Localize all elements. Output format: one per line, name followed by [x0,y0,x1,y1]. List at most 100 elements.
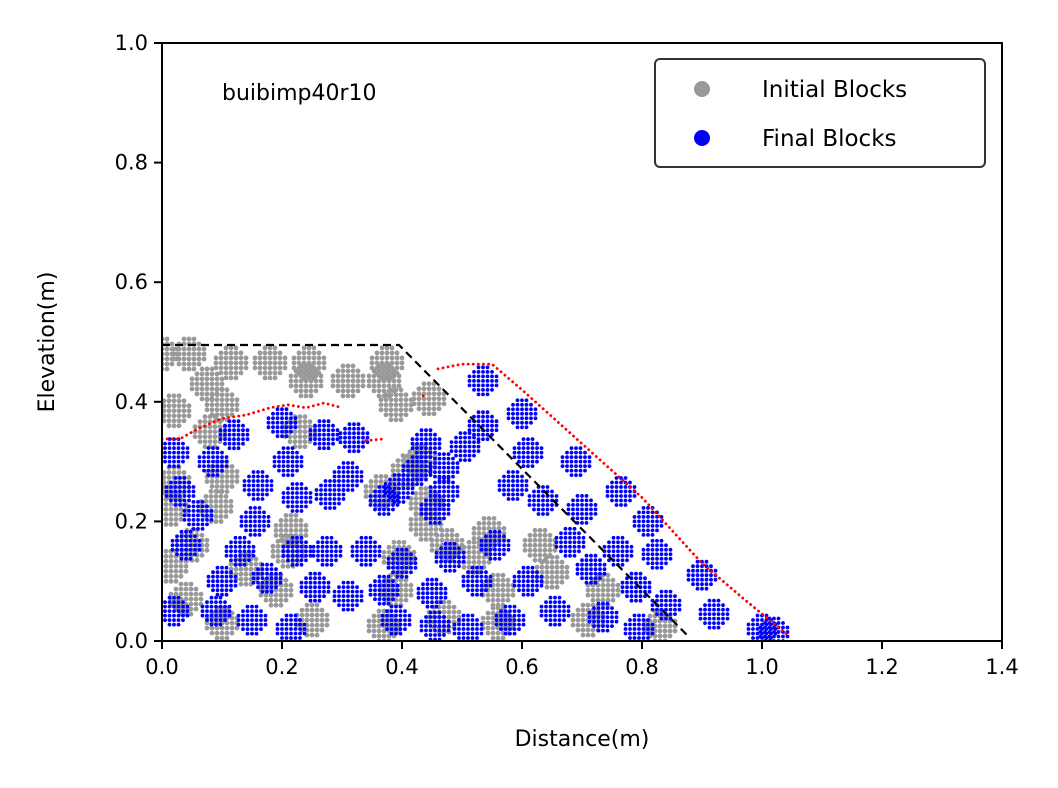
block-particle [484,552,488,557]
block-particle [592,624,596,628]
block-particle [283,528,289,533]
block-particle [171,408,177,414]
block-particle [247,483,251,488]
block-particle [593,503,598,507]
block-particle [535,570,539,575]
block-particle [785,634,790,639]
block-particle [184,534,188,539]
block-particle [403,592,409,598]
block-particle [424,624,428,628]
block-particle [257,360,263,366]
block-particle [196,518,200,522]
block-particle [466,554,472,560]
block-particle [437,474,442,479]
block-particle [716,598,721,603]
block-particle [196,346,202,352]
block-particle [319,622,325,628]
block-particle [781,634,785,639]
block-particle [290,535,295,540]
block-particle [275,429,280,434]
block-particle [228,360,234,366]
block-particle [176,361,182,367]
block-particle [475,618,479,622]
block-particle [449,440,454,444]
block-particle [659,612,664,616]
block-particle [526,446,530,450]
block-particle [313,585,317,590]
block-particle [295,486,299,491]
block-particle [625,544,629,549]
block-particle [439,537,445,543]
block-particle [463,435,467,440]
block-particle [436,391,442,397]
block-particle [419,450,424,455]
block-particle [490,432,494,437]
final-block [266,407,298,439]
block-particle [173,563,179,569]
block-particle [204,381,210,387]
block-particle [673,594,677,598]
final-block [461,565,493,597]
block-particle [371,368,377,374]
block-particle [397,482,401,486]
block-particle [220,583,224,588]
block-particle [406,473,410,477]
block-particle [535,459,539,464]
block-particle [193,547,197,552]
block-particle [392,495,397,500]
block-particle [215,574,220,579]
block-particle [356,426,361,431]
block-particle [376,623,382,629]
block-particle [616,540,620,545]
block-particle [197,459,202,464]
block-particle [181,446,185,450]
block-particle [299,585,304,590]
block-particle [605,597,611,603]
block-particle [424,459,428,464]
block-particle [243,581,249,587]
block-particle [580,622,586,628]
block-particle [495,605,501,611]
block-particle [275,420,280,425]
block-particle [302,414,308,420]
block-particle [204,547,210,553]
block-particle [704,573,709,578]
block-particle [405,453,411,458]
block-particle [206,583,211,588]
block-particle [479,622,484,627]
block-particle [503,622,508,627]
block-particle [512,627,517,631]
block-particle [290,455,295,459]
block-particle [439,582,443,587]
block-particle [437,615,442,619]
block-particle [278,587,284,593]
block-particle [166,393,172,399]
block-particle [345,383,351,389]
block-particle [637,636,641,640]
block-particle [418,491,424,496]
block-particle [207,434,213,440]
block-particle [466,622,470,627]
block-particle [415,473,419,477]
block-particle [308,437,313,442]
block-particle [341,470,346,474]
block-particle [356,444,361,449]
block-particle [335,432,340,437]
block-particle [364,558,368,563]
block-particle [335,378,341,384]
block-particle [446,624,451,628]
block-particle [295,509,299,513]
block-particle [506,538,511,543]
block-particle [707,603,712,607]
block-particle [391,373,397,379]
block-particle [253,510,257,515]
block-particle [377,503,382,507]
block-particle [455,494,460,498]
block-particle [580,558,584,563]
block-particle [437,503,442,507]
block-particle [424,619,428,624]
block-particle [677,607,682,612]
block-particle [470,570,475,575]
block-particle [179,529,184,534]
block-particle [265,567,269,572]
